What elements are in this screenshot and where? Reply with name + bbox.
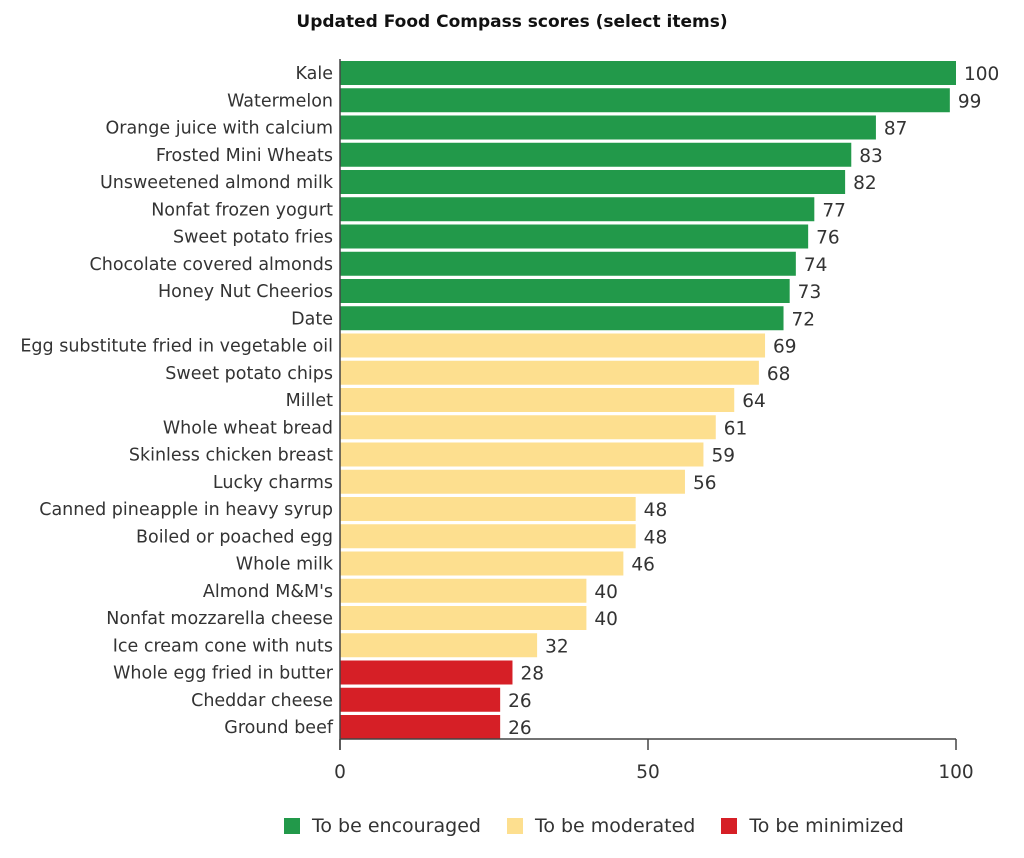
x-tick-label: 100	[938, 762, 973, 783]
legend-swatch-minimized	[721, 818, 738, 834]
chart-title: Updated Food Compass scores (select item…	[296, 12, 728, 32]
bar	[340, 61, 956, 85]
legend-swatch-encouraged	[284, 818, 300, 834]
data-label: 72	[792, 309, 816, 330]
x-tick-label: 50	[636, 762, 660, 783]
data-label: 73	[798, 282, 822, 303]
data-label: 32	[545, 636, 569, 657]
category-label: Sweet potato fries	[173, 228, 333, 248]
data-label: 76	[816, 228, 840, 249]
category-label: Cheddar cheese	[191, 691, 333, 711]
bar	[340, 251, 796, 276]
data-label: 74	[804, 255, 828, 276]
data-label: 48	[644, 527, 668, 548]
bar	[340, 715, 501, 739]
bar	[340, 442, 704, 467]
category-label: Ground beef	[224, 718, 334, 738]
category-label: Whole milk	[236, 555, 334, 575]
category-label: Egg substitute fried in vegetable oil	[20, 337, 333, 357]
data-label: 83	[859, 146, 883, 167]
bar	[340, 469, 685, 494]
bar	[340, 333, 766, 358]
bar	[340, 687, 501, 712]
data-label: 61	[724, 418, 748, 439]
data-label: 56	[693, 473, 717, 494]
legend-item-encouraged: To be encouraged	[284, 815, 481, 837]
legend: To be encouraged To be moderated To be m…	[284, 815, 904, 837]
category-label: Orange juice with calcium	[105, 119, 333, 139]
category-label: Almond M&M's	[203, 582, 333, 602]
bar	[340, 524, 636, 549]
bar	[340, 660, 513, 685]
bar	[340, 142, 852, 167]
data-label: 82	[853, 173, 877, 194]
data-label: 100	[964, 64, 999, 85]
legend-label: To be encouraged	[312, 815, 481, 837]
category-label: Canned pineapple in heavy syrup	[39, 500, 333, 520]
category-label: Boiled or poached egg	[136, 527, 333, 547]
bar	[340, 115, 876, 140]
data-label: 99	[958, 91, 982, 112]
data-label: 48	[644, 500, 668, 521]
category-label: Whole egg fried in butter	[113, 664, 334, 684]
legend-item-minimized: To be minimized	[721, 815, 904, 837]
category-label: Ice cream cone with nuts	[113, 636, 333, 656]
bar	[340, 197, 815, 222]
bar	[340, 633, 538, 658]
data-label: 77	[822, 200, 846, 221]
legend-item-moderated: To be moderated	[506, 815, 696, 837]
data-label: 68	[767, 364, 791, 385]
bar	[340, 306, 784, 331]
category-label: Unsweetened almond milk	[100, 173, 334, 193]
bar	[340, 170, 846, 194]
bar	[340, 497, 636, 521]
bar	[340, 415, 716, 440]
data-label: 26	[508, 691, 532, 712]
bar	[340, 224, 809, 249]
data-label: 59	[711, 446, 735, 467]
category-label: Millet	[286, 391, 333, 411]
bar	[340, 88, 950, 113]
legend-label: To be moderated	[534, 815, 696, 837]
category-label: Chocolate covered almonds	[90, 255, 333, 275]
data-label: 69	[773, 337, 797, 358]
bar	[340, 388, 735, 412]
category-label: Frosted Mini Wheats	[156, 146, 333, 166]
x-tick-label: 0	[334, 762, 346, 783]
category-label: Nonfat frozen yogurt	[151, 200, 333, 220]
data-label: 26	[508, 718, 532, 739]
category-label: Honey Nut Cheerios	[158, 282, 333, 302]
category-label: Nonfat mozzarella cheese	[106, 609, 333, 629]
category-label: Whole wheat bread	[163, 418, 333, 438]
legend-swatch-moderated	[506, 818, 523, 834]
category-label: Watermelon	[227, 91, 333, 111]
category-label: Date	[291, 309, 333, 329]
category-label: Skinless chicken breast	[129, 446, 333, 466]
bar	[340, 360, 759, 385]
category-label: Kale	[295, 64, 333, 84]
legend-label: To be minimized	[749, 815, 904, 837]
data-label: 28	[520, 664, 544, 685]
data-label: 46	[631, 555, 655, 576]
data-label: 87	[884, 119, 908, 140]
data-label: 40	[594, 609, 618, 630]
bar	[340, 279, 790, 303]
category-label: Sweet potato chips	[165, 364, 333, 384]
data-label: 40	[594, 582, 618, 603]
bar	[340, 606, 587, 630]
category-label: Lucky charms	[213, 473, 333, 493]
bar	[340, 578, 587, 603]
bar	[340, 551, 624, 576]
data-label: 64	[742, 391, 766, 412]
